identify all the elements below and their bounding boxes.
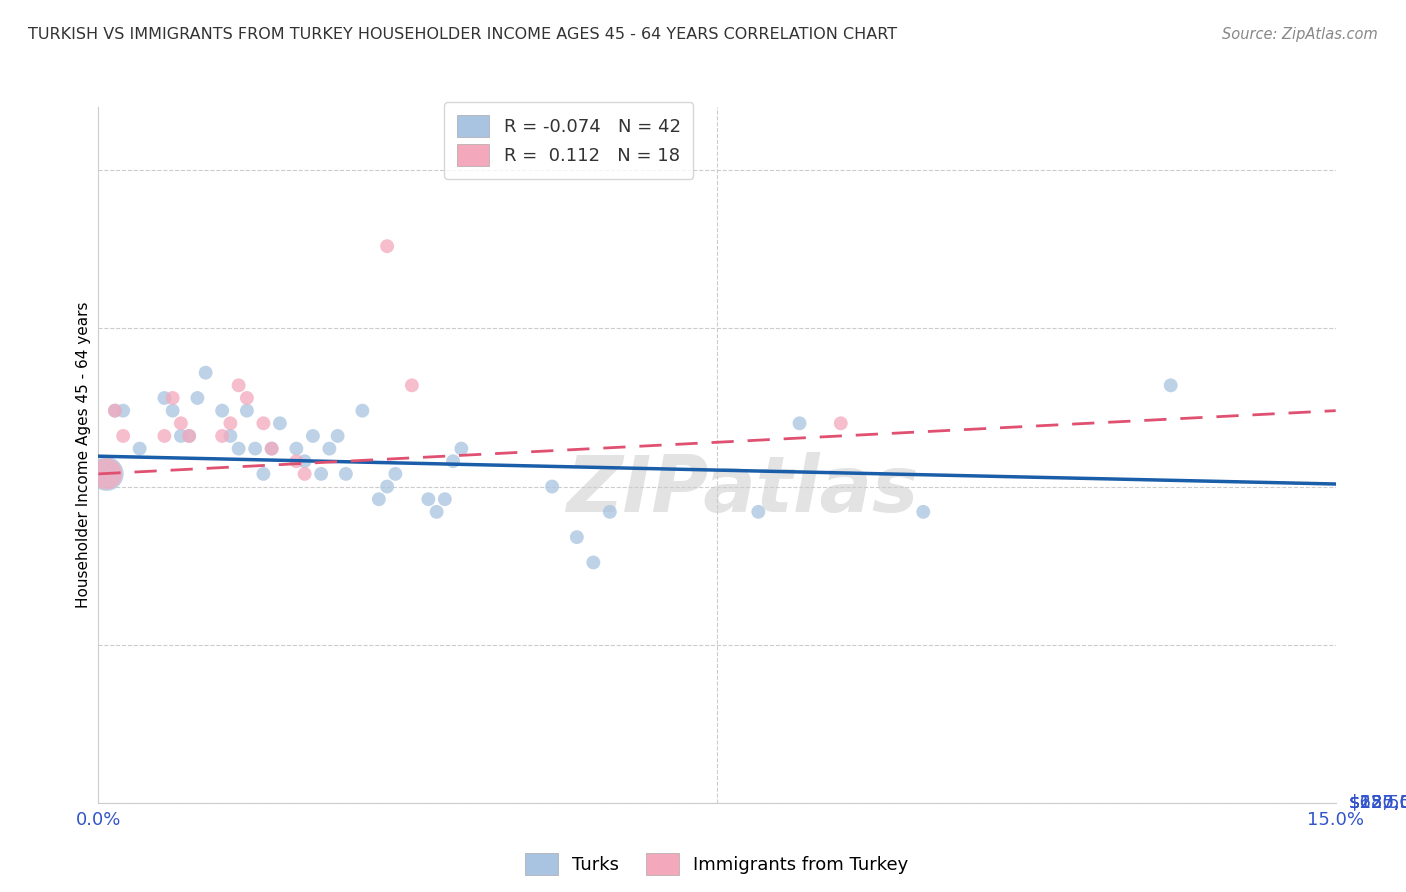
Point	[260, 442, 283, 456]
Point	[179, 429, 201, 443]
Point	[112, 403, 135, 417]
Point	[375, 479, 398, 493]
Point	[565, 530, 588, 544]
Text: $125,000: $125,000	[1348, 794, 1406, 812]
Point	[426, 505, 449, 519]
Point	[582, 556, 605, 570]
Point	[401, 378, 423, 392]
Point	[236, 391, 259, 405]
Text: $62,500: $62,500	[1348, 794, 1406, 812]
Point	[211, 403, 233, 417]
Point	[228, 442, 250, 456]
Point	[352, 403, 374, 417]
Point	[384, 467, 406, 481]
Point	[433, 492, 456, 507]
Point	[211, 429, 233, 443]
Text: Source: ZipAtlas.com: Source: ZipAtlas.com	[1222, 27, 1378, 42]
Point	[285, 454, 308, 468]
Point	[269, 417, 291, 431]
Point	[219, 417, 242, 431]
Point	[219, 429, 242, 443]
Point	[367, 492, 389, 507]
Point	[128, 442, 150, 456]
Point	[335, 467, 357, 481]
Point	[450, 442, 472, 456]
Point	[541, 479, 564, 493]
Point	[302, 429, 325, 443]
Point	[294, 467, 316, 481]
Point	[170, 429, 193, 443]
Point	[194, 366, 217, 380]
Point	[236, 403, 259, 417]
Point	[326, 429, 349, 443]
Point	[162, 391, 184, 405]
Point	[260, 442, 283, 456]
Point	[830, 417, 852, 431]
Point	[153, 429, 176, 443]
Point	[747, 505, 769, 519]
Point	[318, 442, 340, 456]
Point	[179, 429, 201, 443]
Point	[375, 239, 398, 253]
Point	[1160, 378, 1182, 392]
Point	[294, 454, 316, 468]
Point	[162, 403, 184, 417]
Text: $187,500: $187,500	[1348, 794, 1406, 812]
Point	[252, 417, 274, 431]
Point	[418, 492, 440, 507]
Point	[309, 467, 332, 481]
Point	[441, 454, 464, 468]
Point	[104, 403, 127, 417]
Point	[252, 467, 274, 481]
Point	[285, 442, 308, 456]
Point	[104, 403, 127, 417]
Point	[228, 378, 250, 392]
Point	[170, 417, 193, 431]
Y-axis label: Householder Income Ages 45 - 64 years: Householder Income Ages 45 - 64 years	[76, 301, 91, 608]
Point	[96, 467, 118, 481]
Point	[789, 417, 811, 431]
Point	[112, 429, 135, 443]
Point	[912, 505, 935, 519]
Point	[599, 505, 621, 519]
Point	[153, 391, 176, 405]
Point	[243, 442, 266, 456]
Point	[186, 391, 208, 405]
Legend: Turks, Immigrants from Turkey: Turks, Immigrants from Turkey	[516, 844, 918, 884]
Text: TURKISH VS IMMIGRANTS FROM TURKEY HOUSEHOLDER INCOME AGES 45 - 64 YEARS CORRELAT: TURKISH VS IMMIGRANTS FROM TURKEY HOUSEH…	[28, 27, 897, 42]
Point	[96, 467, 118, 481]
Text: $250,000: $250,000	[1348, 794, 1406, 812]
Text: ZIPatlas: ZIPatlas	[565, 451, 918, 528]
